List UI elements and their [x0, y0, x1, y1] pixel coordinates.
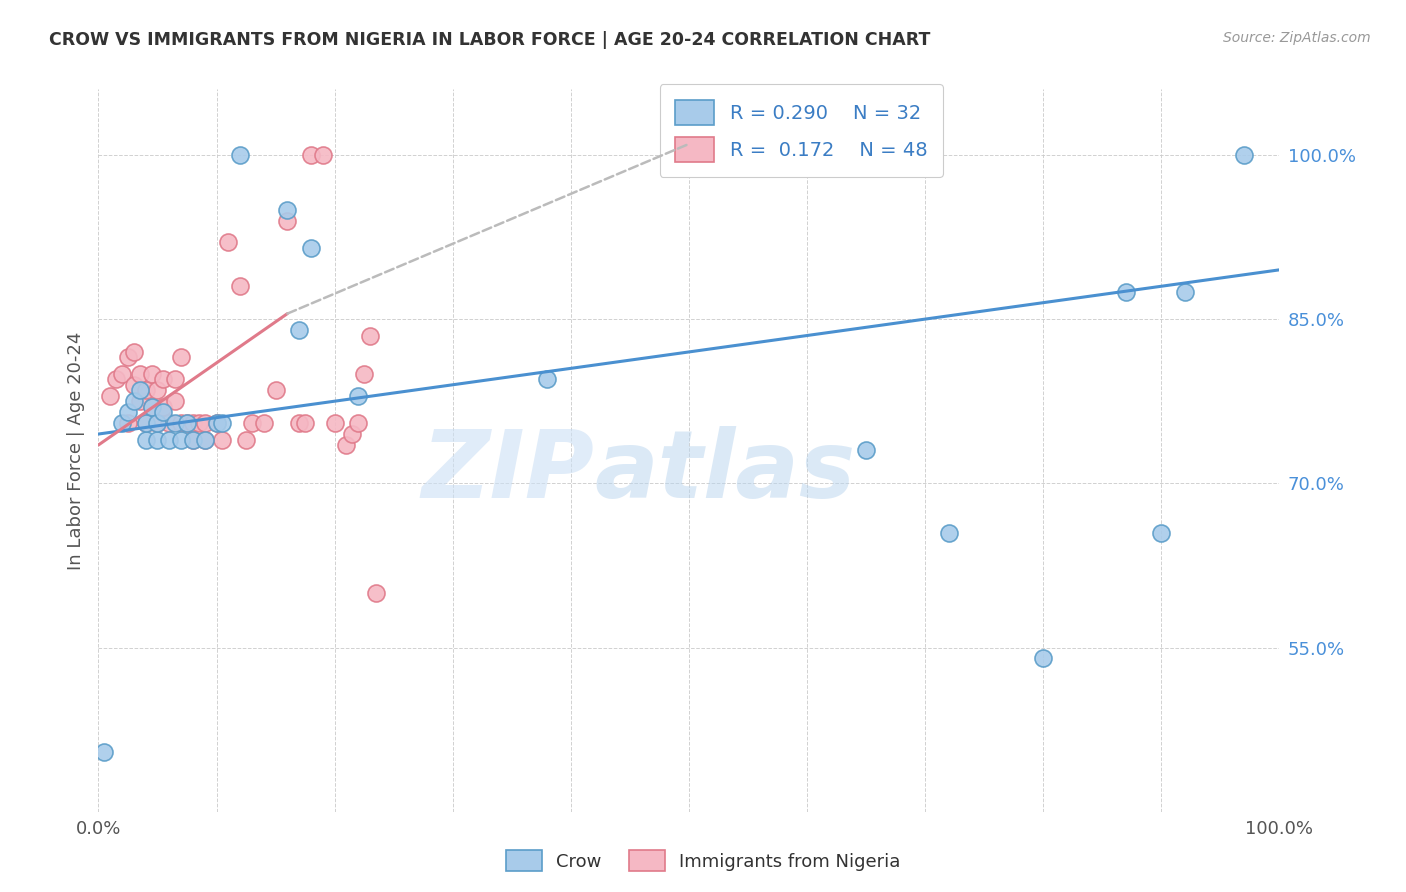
- Point: [146, 416, 169, 430]
- Point: [347, 416, 370, 430]
- Point: [342, 427, 364, 442]
- Point: [111, 367, 134, 381]
- Point: [122, 345, 145, 359]
- Point: [1233, 148, 1256, 162]
- Point: [276, 213, 298, 227]
- Point: [353, 367, 375, 381]
- Point: [117, 416, 139, 430]
- Point: [240, 416, 263, 430]
- Point: [105, 372, 128, 386]
- Point: [335, 438, 357, 452]
- Point: [117, 351, 139, 365]
- Point: [111, 416, 134, 430]
- Point: [157, 433, 180, 447]
- Point: [93, 744, 115, 758]
- Point: [364, 586, 387, 600]
- Point: [157, 416, 180, 430]
- Point: [299, 241, 322, 255]
- Point: [135, 416, 157, 430]
- Point: [1174, 285, 1197, 299]
- Point: [938, 525, 960, 540]
- Point: [170, 351, 193, 365]
- Point: [359, 328, 381, 343]
- Point: [181, 416, 204, 430]
- Point: [135, 383, 157, 397]
- Point: [128, 394, 150, 409]
- Text: atlas: atlas: [595, 426, 856, 518]
- Point: [181, 433, 204, 447]
- Point: [181, 433, 204, 447]
- Point: [128, 367, 150, 381]
- Text: Source: ZipAtlas.com: Source: ZipAtlas.com: [1223, 31, 1371, 45]
- Point: [194, 433, 217, 447]
- Point: [205, 416, 228, 430]
- Legend: Crow, Immigrants from Nigeria: Crow, Immigrants from Nigeria: [498, 843, 908, 879]
- Point: [165, 394, 187, 409]
- Point: [211, 433, 233, 447]
- Point: [235, 433, 257, 447]
- Point: [229, 148, 252, 162]
- Point: [264, 383, 287, 397]
- Point: [211, 416, 233, 430]
- Point: [536, 372, 558, 386]
- Legend: R = 0.290    N = 32, R =  0.172    N = 48: R = 0.290 N = 32, R = 0.172 N = 48: [659, 85, 943, 178]
- Point: [146, 383, 169, 397]
- Point: [1032, 651, 1054, 665]
- Y-axis label: In Labor Force | Age 20-24: In Labor Force | Age 20-24: [66, 331, 84, 570]
- Point: [217, 235, 239, 250]
- Point: [141, 400, 163, 414]
- Point: [855, 443, 877, 458]
- Point: [288, 323, 311, 337]
- Point: [187, 416, 209, 430]
- Point: [1150, 525, 1173, 540]
- Point: [170, 433, 193, 447]
- Point: [135, 416, 157, 430]
- Point: [122, 377, 145, 392]
- Point: [152, 400, 174, 414]
- Point: [176, 416, 198, 430]
- Point: [299, 148, 322, 162]
- Point: [117, 405, 139, 419]
- Point: [122, 394, 145, 409]
- Point: [152, 372, 174, 386]
- Point: [347, 389, 370, 403]
- Point: [135, 433, 157, 447]
- Point: [229, 279, 252, 293]
- Point: [288, 416, 311, 430]
- Point: [152, 405, 174, 419]
- Point: [165, 372, 187, 386]
- Point: [294, 416, 316, 430]
- Point: [98, 389, 121, 403]
- Point: [253, 416, 276, 430]
- Point: [146, 433, 169, 447]
- Point: [176, 416, 198, 430]
- Point: [312, 148, 335, 162]
- Point: [194, 433, 217, 447]
- Point: [128, 383, 150, 397]
- Point: [165, 416, 187, 430]
- Point: [276, 202, 298, 217]
- Text: ZIP: ZIP: [422, 426, 595, 518]
- Point: [170, 416, 193, 430]
- Point: [194, 416, 217, 430]
- Point: [141, 400, 163, 414]
- Point: [1115, 285, 1137, 299]
- Point: [323, 416, 346, 430]
- Point: [205, 416, 228, 430]
- Text: CROW VS IMMIGRANTS FROM NIGERIA IN LABOR FORCE | AGE 20-24 CORRELATION CHART: CROW VS IMMIGRANTS FROM NIGERIA IN LABOR…: [49, 31, 931, 49]
- Point: [146, 416, 169, 430]
- Point: [141, 367, 163, 381]
